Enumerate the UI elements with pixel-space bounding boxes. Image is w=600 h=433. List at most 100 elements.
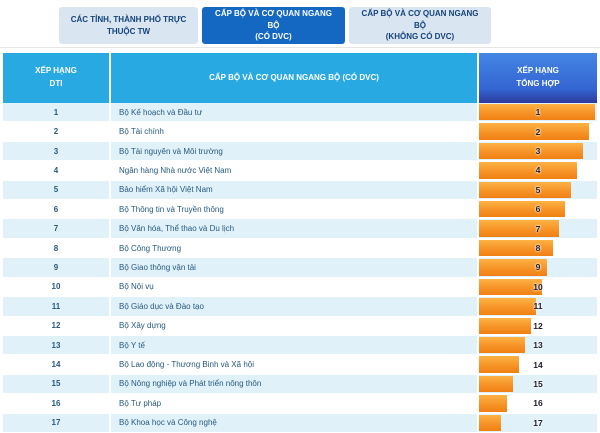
rank-overall-cell: 8	[479, 239, 597, 257]
rank-overall-cell: 11	[479, 297, 597, 315]
ministry-name: Bộ Giáo dục và Đào tạo	[119, 301, 204, 311]
column-divider	[109, 200, 111, 219]
rank-overall-value: 14	[533, 359, 543, 370]
table-row[interactable]: 6 Bộ Thông tin và Truyền thông 6	[3, 200, 597, 220]
category-tabs: CÁC TỈNH, THÀNH PHỐ TRỰC THUỘC TW CẤP BỘ…	[59, 7, 491, 44]
table-row[interactable]: 7 Bộ Văn hóa, Thể thao và Du lịch 7	[3, 219, 597, 239]
ministry-name: Bộ Xây dựng	[119, 321, 166, 331]
rank-overall-cell: 12	[479, 317, 597, 335]
column-divider	[109, 355, 111, 374]
rank-overall-cell: 4	[479, 161, 597, 179]
rank-overall-cell: 1	[479, 103, 597, 121]
column-divider	[477, 316, 479, 335]
table-row[interactable]: 13 Bộ Y tế 13	[3, 335, 597, 356]
rank-dti-value: 10	[51, 282, 61, 292]
rank-bar	[479, 220, 560, 237]
column-divider	[109, 122, 111, 141]
header-divider	[109, 53, 111, 103]
rank-overall-cell: 10	[479, 278, 597, 296]
rank-overall-value: 11	[533, 301, 543, 312]
rank-overall-value: 5	[535, 184, 541, 195]
column-divider	[477, 258, 479, 277]
ministry-name: Bộ Y tế	[119, 340, 145, 350]
table-body: 1 Bộ Kế hoạch và Đầu tư 1 2 Bộ Tài chính 2 3 Bộ…	[3, 103, 597, 433]
column-divider	[477, 374, 479, 394]
rank-overall-value: 8	[535, 243, 541, 254]
rank-overall-value: 15	[533, 378, 543, 389]
ministry-name: Bộ Nội vụ	[119, 282, 154, 292]
table-row[interactable]: 15 Bộ Nông nghiệp và Phát triển nông thôn…	[3, 374, 597, 395]
rank-overall-value: 3	[535, 146, 541, 157]
column-divider	[477, 413, 479, 432]
rank-overall-value: 7	[535, 223, 541, 234]
table-header-row: XẾP HẠNG DTI CẤP BỘ VÀ CƠ QUAN NGANG BỘ …	[3, 53, 597, 103]
rank-dti-value: 17	[51, 418, 61, 428]
column-divider	[109, 413, 111, 432]
rank-bar	[479, 123, 589, 140]
column-divider	[477, 394, 479, 413]
column-divider	[109, 238, 111, 258]
rank-dti-value: 3	[53, 146, 59, 156]
column-divider	[109, 219, 111, 238]
table-row[interactable]: 14 Bộ Lao động - Thương Binh và Xã hội 14	[3, 355, 597, 375]
table-row[interactable]: 11 Bộ Giáo dục và Đào tạo 11	[3, 297, 597, 317]
rank-bar	[479, 201, 566, 218]
rank-bar	[479, 298, 536, 315]
rank-dti-value: 15	[51, 379, 61, 389]
table-row[interactable]: 16 Bộ Tư pháp 16	[3, 394, 597, 414]
tab-ministries-without-dvc[interactable]: CẤP BỘ VÀ CƠ QUAN NGANG BỘ (KHÔNG CÓ DVC…	[349, 7, 491, 44]
rank-overall-value: 2	[535, 126, 541, 137]
table-row[interactable]: 1 Bộ Kế hoạch và Đầu tư 1	[3, 103, 597, 123]
rank-overall-cell: 3	[479, 142, 597, 160]
table-row[interactable]: 10 Bộ Nội vụ 10	[3, 277, 597, 298]
rank-bar	[479, 162, 577, 179]
rank-overall-value: 4	[535, 165, 541, 176]
ministry-name: Bộ Công Thương	[119, 243, 182, 253]
column-divider	[109, 161, 111, 180]
rank-overall-value: 10	[533, 281, 543, 292]
column-divider	[109, 316, 111, 335]
rank-bar	[479, 278, 542, 296]
table-row[interactable]: 3 Bộ Tài nguyên và Môi trường 3	[3, 141, 597, 162]
column-divider	[109, 141, 111, 161]
table-row[interactable]: 12 Bộ Xây dựng 12	[3, 316, 597, 336]
column-divider	[477, 355, 479, 374]
rank-overall-cell: 13	[479, 336, 597, 354]
column-divider	[109, 297, 111, 316]
column-divider	[477, 297, 479, 316]
column-divider	[109, 335, 111, 355]
ministry-name: Bộ Lao động - Thương Binh và Xã hội	[119, 360, 254, 370]
table-row[interactable]: 5 Bảo hiểm Xã hội Việt Nam 5	[3, 180, 597, 201]
rank-overall-value: 9	[535, 262, 541, 273]
rank-dti-value: 2	[53, 127, 59, 137]
rank-dti-value: 13	[51, 340, 61, 350]
rank-bar	[479, 356, 520, 373]
ministry-name: Bộ Kế hoạch và Đầu tư	[119, 107, 203, 117]
rank-overall-value: 1	[535, 107, 541, 118]
rank-dti-value: 8	[53, 243, 59, 253]
rank-overall-value: 16	[533, 398, 543, 409]
ministry-name: Bộ Nông nghiệp và Phát triển nông thôn	[119, 379, 262, 389]
dti-ranking-table: XẾP HẠNG DTI CẤP BỘ VÀ CƠ QUAN NGANG BỘ …	[3, 53, 597, 433]
ministry-name: Bảo hiểm Xã hội Việt Nam	[119, 185, 213, 195]
rank-overall-cell: 7	[479, 219, 597, 237]
header-rank-overall: XẾP HẠNG TỔNG HỢP	[479, 53, 597, 103]
rank-overall-cell: 5	[479, 181, 597, 199]
table-row[interactable]: 4 Ngân hàng Nhà nước Việt Nam 4	[3, 161, 597, 181]
rank-bar	[479, 142, 583, 160]
tab-provinces[interactable]: CÁC TỈNH, THÀNH PHỐ TRỰC THUỘC TW	[59, 7, 198, 44]
rank-overall-cell: 17	[479, 414, 597, 432]
rank-bar	[479, 395, 508, 412]
rank-dti-value: 11	[51, 301, 61, 311]
ministry-name: Ngân hàng Nhà nước Việt Nam	[119, 165, 232, 175]
tab-ministries-with-dvc[interactable]: CẤP BỘ VÀ CƠ QUAN NGANG BỘ (CÓ DVC)	[202, 7, 345, 44]
column-divider	[109, 394, 111, 413]
column-divider	[109, 374, 111, 394]
column-divider	[109, 103, 111, 122]
rank-overall-cell: 2	[479, 122, 597, 140]
table-row[interactable]: 17 Bộ Khoa học và Công nghệ 17	[3, 413, 597, 433]
table-row[interactable]: 9 Bộ Giao thông vận tải 9	[3, 258, 597, 278]
table-row[interactable]: 2 Bộ Tài chính 2	[3, 122, 597, 142]
table-row[interactable]: 8 Bộ Công Thương 8	[3, 238, 597, 259]
rank-bar	[479, 375, 514, 393]
